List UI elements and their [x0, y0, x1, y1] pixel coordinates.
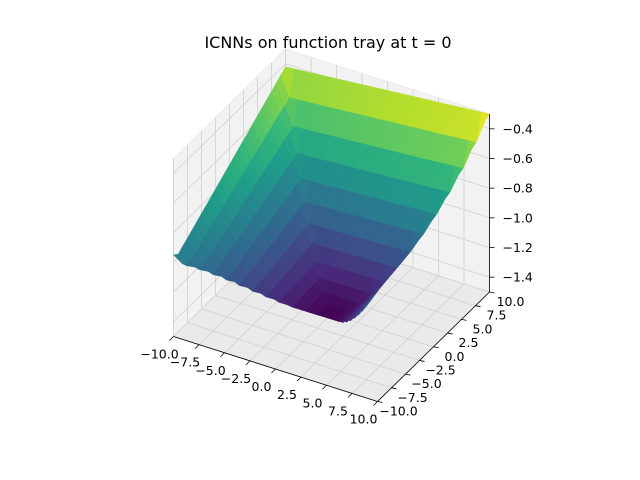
y-tick-mark [475, 305, 481, 308]
x-tick-label: 0.0 [252, 379, 272, 394]
z-tick-label: −1.2 [503, 240, 533, 255]
x-tick-mark [169, 336, 174, 341]
x-tick-label: −2.5 [221, 371, 251, 386]
y-tick-label: −10.0 [379, 404, 417, 419]
y-tick-label: 7.5 [487, 308, 507, 323]
x-tick-mark [322, 384, 327, 390]
z-tick-label: −0.8 [503, 181, 533, 196]
x-tick-label: −7.5 [170, 355, 200, 370]
y-tick-mark [489, 291, 495, 294]
x-tick-mark [194, 344, 200, 349]
x-tick-mark [271, 368, 276, 374]
grid-line-y [229, 103, 434, 348]
tick-labels: −10.0−7.5−5.0−2.50.02.55.07.510.0−10.0−7… [140, 121, 533, 426]
y-tick-mark [461, 318, 467, 321]
y-tick-label: −5.0 [411, 376, 441, 391]
y-tick-mark [447, 332, 453, 335]
surface-facet [280, 66, 295, 99]
x-tick-mark [373, 401, 378, 406]
y-tick-label: 2.5 [459, 335, 479, 350]
z-tick-label: −0.4 [503, 121, 533, 136]
z-tick-label: −1.0 [503, 210, 533, 225]
x-tick-label: −5.0 [195, 363, 225, 378]
grid-line-y [187, 144, 392, 389]
x-tick-mark [220, 352, 225, 358]
y-tick-label: 5.0 [473, 321, 493, 336]
surface-plot [173, 66, 490, 323]
y-tick-mark [433, 346, 439, 349]
x-tick-mark [245, 360, 251, 366]
y-tick-label: −2.5 [425, 362, 455, 377]
x-tick-label: 7.5 [328, 403, 348, 418]
grid-line-y [215, 117, 420, 361]
y-tick-mark [405, 373, 411, 376]
x-tick-label: 5.0 [303, 395, 323, 410]
x-tick-mark [347, 393, 353, 398]
y-tick-mark [419, 360, 425, 362]
z-tick-label: −0.6 [503, 151, 533, 166]
y-tick-label: 10.0 [497, 294, 525, 309]
x-tick-label: 10.0 [350, 412, 378, 427]
grid-line-y [201, 131, 406, 375]
chart-title: ICNNs on function tray at t = 0 [204, 33, 451, 52]
x-tick-label: 2.5 [277, 387, 297, 402]
y-tick-mark [377, 401, 383, 403]
x-tick-label: −10.0 [140, 347, 178, 362]
y-tick-label: 0.0 [445, 349, 465, 364]
z-tick-label: −1.4 [503, 270, 533, 285]
x-tick-mark [296, 376, 302, 382]
y-tick-mark [391, 387, 397, 390]
y-tick-label: −7.5 [397, 390, 427, 405]
